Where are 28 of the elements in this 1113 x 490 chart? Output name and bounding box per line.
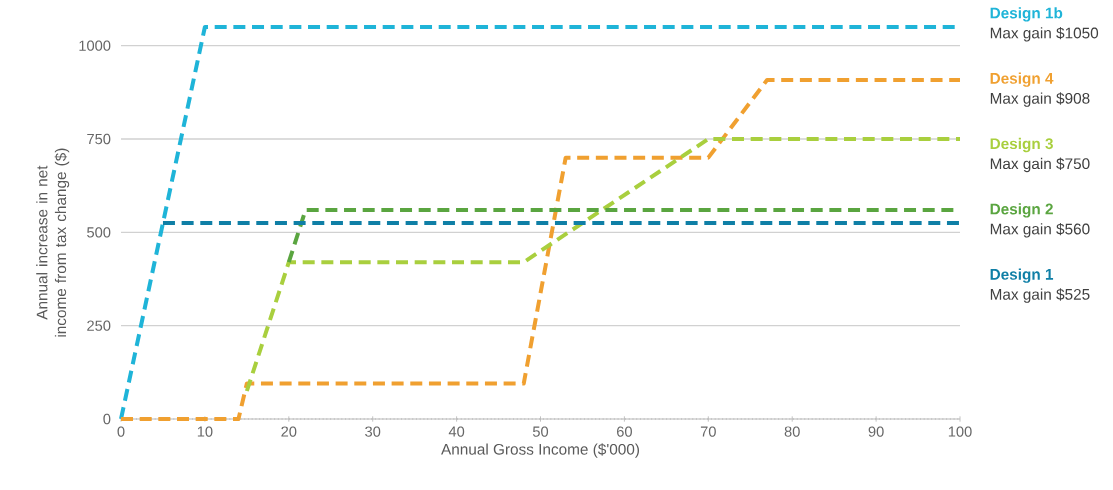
text: Max gain $1050 — [990, 26, 1099, 42]
text: Max gain $908 — [990, 92, 1090, 107]
x-tick-label: 10 — [197, 426, 213, 437]
text: Max gain $750 — [990, 157, 1090, 173]
x-tick-label: 20 — [281, 426, 297, 437]
series-label: Design 2 — [990, 203, 1053, 218]
x-tick-label: 40 — [448, 426, 465, 437]
x-axis-title: Annual Gross Income ($'000) — [441, 443, 639, 458]
y-tick-label: 1000 — [79, 40, 111, 51]
x-tick-label: 100 — [948, 426, 972, 437]
text: Design 1 — [990, 268, 1054, 283]
y-tick-label: 750 — [87, 133, 111, 145]
series-label: Design 3 — [990, 137, 1053, 153]
x-tick-label: 90 — [868, 426, 884, 437]
text: Max gain $560 — [990, 222, 1090, 238]
y-tick-label: 500 — [87, 227, 111, 238]
x-tick-label: 30 — [365, 426, 381, 437]
x-tick-label: 60 — [617, 426, 632, 437]
y-axis-title: Annual increase in net income from tax change ($) — [36, 148, 70, 337]
x-tick-label: 70 — [700, 426, 716, 437]
x-tick-label: 50 — [532, 426, 549, 437]
y-tick-label: 0 — [103, 413, 111, 425]
y-tick-label: 250 — [87, 320, 111, 331]
text: Max gain $525 — [990, 288, 1090, 303]
text: Design 1b — [990, 7, 1063, 22]
x-tick-label: 0 — [117, 426, 125, 437]
series-label: Design 4 — [990, 72, 1054, 87]
x-tick-label: 80 — [784, 426, 800, 437]
